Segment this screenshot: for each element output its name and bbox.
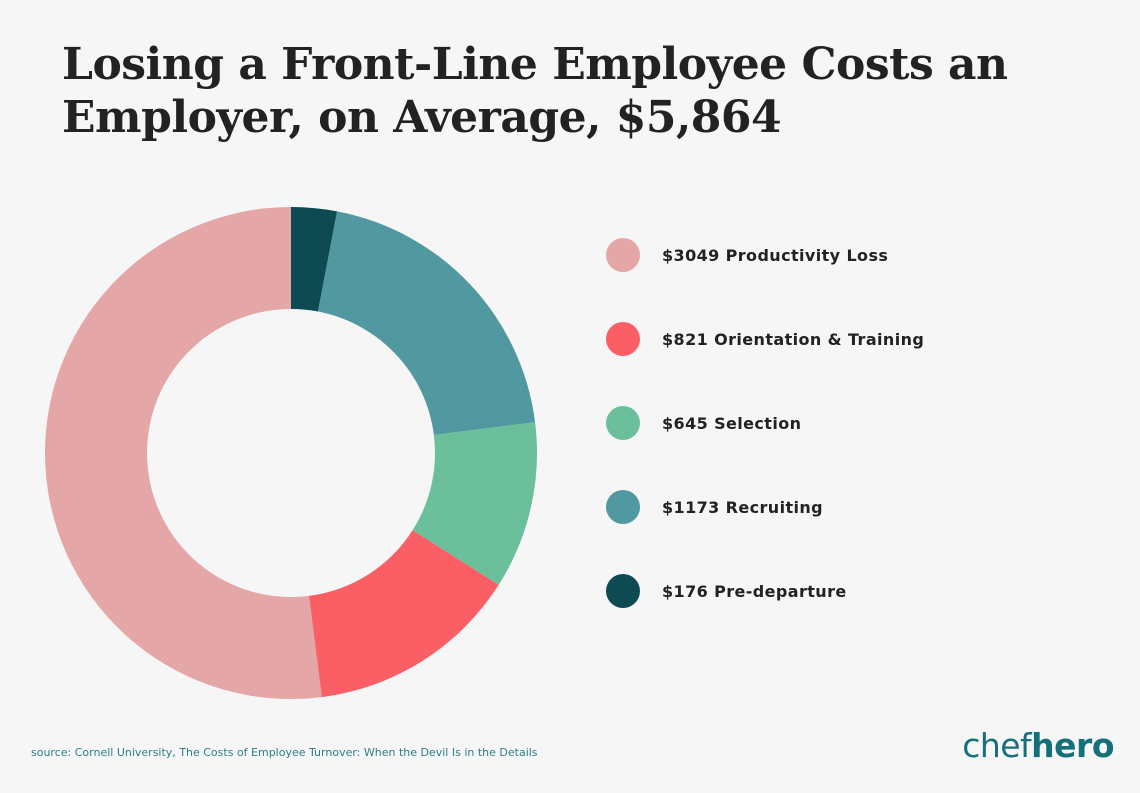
chart-title-line-1: Losing a Front-Line Employee Costs an xyxy=(62,39,1008,90)
logo-text-chef: chef xyxy=(962,726,1032,765)
chart-title-line-2: Employer, on Average, $5,864 xyxy=(62,92,782,143)
donut-slice-selection xyxy=(412,422,537,585)
legend-swatch xyxy=(606,322,640,356)
legend-label: $821 Orientation & Training xyxy=(662,329,925,349)
donut-slice-orientation-training xyxy=(309,530,499,698)
legend-item-productivity-loss: $3049 Productivity Loss xyxy=(606,237,924,273)
donut-slice-recruiting xyxy=(317,211,536,435)
legend-item-orientation-training: $821 Orientation & Training xyxy=(606,321,924,357)
donut-slice-productivity-loss xyxy=(44,207,322,699)
chart-legend: $3049 Productivity Loss $821 Orientation… xyxy=(606,237,924,657)
legend-item-pre-departure: $176 Pre-departure xyxy=(606,573,924,609)
legend-item-selection: $645 Selection xyxy=(606,405,924,441)
chefhero-logo: chefhero xyxy=(962,726,1114,765)
legend-swatch xyxy=(606,406,640,440)
legend-label: $176 Pre-departure xyxy=(662,581,847,601)
legend-label: $3049 Productivity Loss xyxy=(662,245,889,265)
legend-swatch xyxy=(606,238,640,272)
legend-item-recruiting: $1173 Recruiting xyxy=(606,489,924,525)
legend-label: $1173 Recruiting xyxy=(662,497,824,517)
legend-swatch xyxy=(606,490,640,524)
legend-swatch xyxy=(606,574,640,608)
logo-text-hero: hero xyxy=(1031,726,1114,765)
legend-label: $645 Selection xyxy=(662,413,802,433)
source-note: source: Cornell University, The Costs of… xyxy=(31,746,538,759)
chart-title: Losing a Front-Line Employee Costs an Em… xyxy=(62,38,1062,144)
donut-slice-pre-departure xyxy=(291,207,338,312)
